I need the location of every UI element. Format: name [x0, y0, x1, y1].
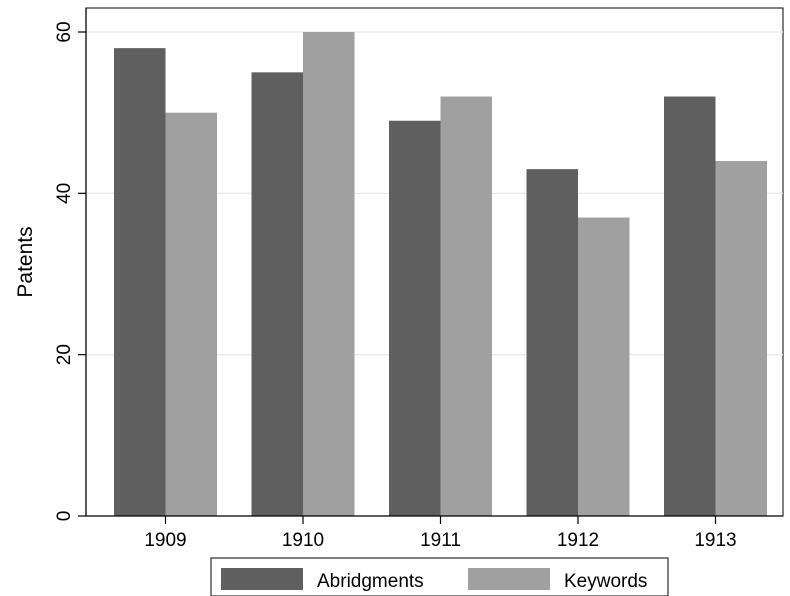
bar-abridgments-1909 — [114, 48, 166, 517]
y-tick-label: 40 — [54, 183, 75, 204]
x-tick-label: 1911 — [420, 530, 461, 551]
bar-keywords-1912 — [578, 217, 630, 517]
bar-abridgments-1911 — [389, 120, 441, 516]
y-tick-label: 0 — [54, 511, 75, 522]
y-tick-label: 60 — [54, 21, 75, 42]
legend-label-keywords: Keywords — [564, 571, 647, 592]
bar-keywords-1910 — [303, 32, 355, 516]
bar-keywords-1911 — [440, 96, 492, 517]
bar-abridgments-1912 — [526, 169, 578, 516]
legend-key-abridgments — [221, 568, 303, 590]
y-axis: 0 20 40 60 — [54, 8, 87, 522]
x-tick-label: 1909 — [144, 530, 186, 551]
legend-label-abridgments: Abridgments — [317, 571, 424, 592]
x-tick-label: 1910 — [282, 530, 324, 551]
y-axis-title: Patents — [14, 226, 37, 297]
y-tick-label: 20 — [54, 344, 75, 365]
x-axis: 1909 1910 1911 1912 1913 — [86, 515, 783, 551]
x-tick-label: 1912 — [557, 530, 599, 551]
bar-abridgments-1910 — [251, 72, 303, 516]
legend-key-keywords — [468, 568, 550, 590]
legend: Abridgments Keywords — [210, 557, 669, 596]
bar-keywords-1913 — [715, 161, 767, 517]
bars — [114, 32, 767, 517]
x-tick-label: 1913 — [694, 530, 736, 551]
bar-abridgments-1913 — [664, 96, 716, 517]
bar-keywords-1909 — [165, 112, 217, 517]
